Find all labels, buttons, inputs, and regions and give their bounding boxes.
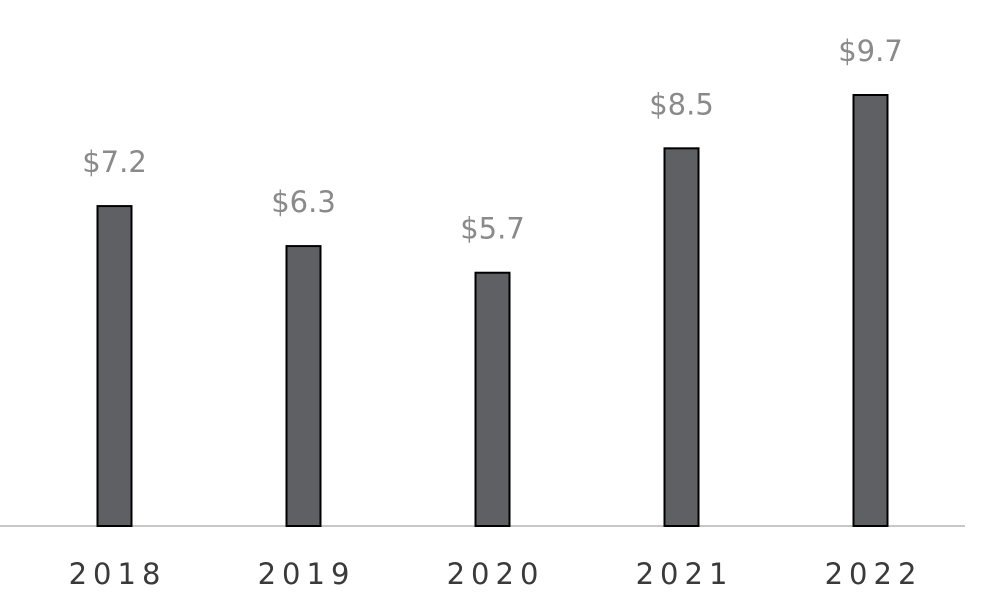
bar	[285, 245, 322, 527]
value-label: $5.7	[460, 212, 525, 246]
x-tick-label: 2018	[69, 557, 167, 591]
x-tick-label: 2022	[825, 557, 923, 591]
bar	[474, 271, 511, 527]
value-label: $9.7	[838, 34, 903, 68]
x-tick-label: 2020	[447, 557, 545, 591]
bar	[852, 94, 889, 527]
value-label: $7.2	[82, 145, 147, 179]
x-tick-label: 2019	[258, 557, 356, 591]
bar	[96, 205, 133, 527]
value-label: $8.5	[649, 87, 714, 121]
x-tick-label: 2021	[636, 557, 734, 591]
bar	[663, 147, 700, 527]
value-label: $6.3	[271, 185, 336, 219]
